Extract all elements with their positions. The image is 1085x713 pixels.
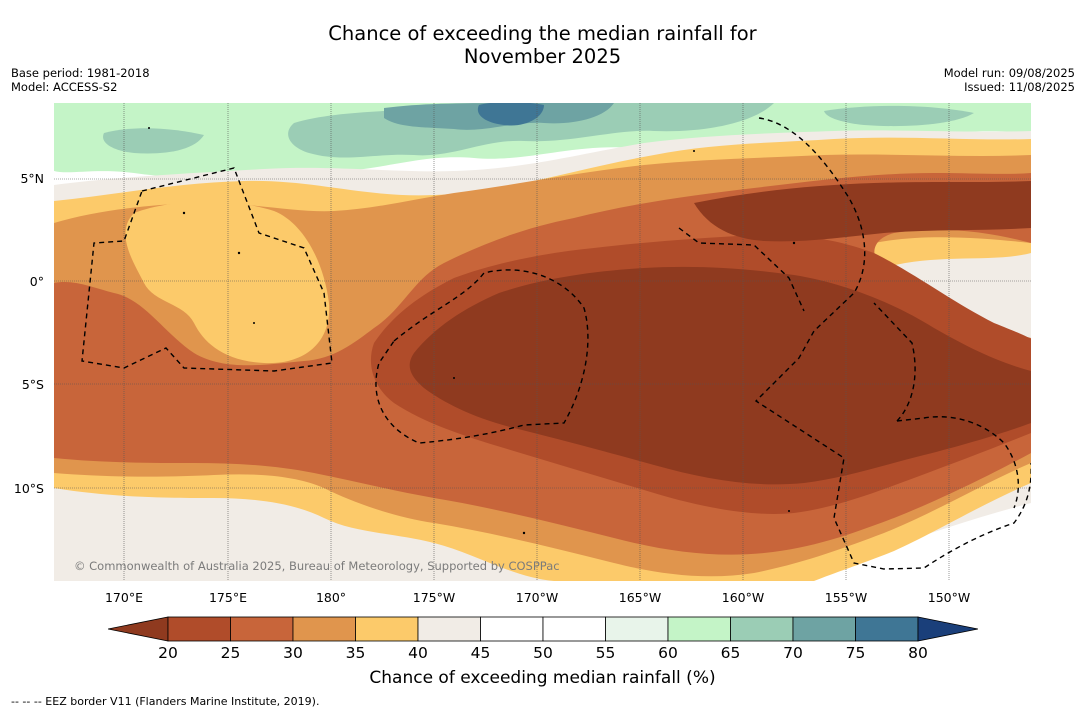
red-north-arm [694, 181, 1031, 242]
colorbar-cell [417, 616, 481, 642]
colorbar-cell [230, 616, 294, 642]
rainfall-map [54, 103, 1031, 581]
colorbar-cell [167, 616, 231, 642]
eez-borders [81, 117, 1031, 570]
lat-label-10s: 10°S [13, 481, 44, 496]
colorbar-tick-label: 80 [908, 644, 928, 662]
map-title-line1: Chance of exceeding the median rainfall … [328, 22, 757, 45]
colorbar-tick-label: 25 [220, 644, 241, 662]
model-run-text: Model run: 09/08/2025 [943, 66, 1075, 80]
colorbar-cell [855, 616, 919, 642]
colorbar-tick-label: 45 [470, 644, 491, 662]
eez-legend-note: -- -- -- EEZ border V11 (Flanders Marine… [11, 695, 320, 708]
lon-label-160w: 160°W [721, 590, 765, 605]
north-right-teal [824, 105, 974, 127]
lon-label-175w: 175°W [412, 590, 456, 605]
colorbar-tick-label: 40 [408, 644, 428, 662]
lon-label-175e: 175°E [208, 590, 247, 605]
colorbar-tick-label: 65 [720, 644, 741, 662]
lon-label-180: 180° [315, 590, 347, 605]
colorbar-extend-low [108, 616, 169, 642]
islands [148, 127, 796, 535]
eez-central [375, 269, 589, 444]
colorbar-tick-label: 50 [533, 644, 553, 662]
colorbar-cell [730, 616, 794, 642]
colorbar-tick-label: 60 [658, 644, 678, 662]
colorbar-tick-label: 70 [783, 644, 803, 662]
colorbar-cell [605, 616, 669, 642]
colorbar-cell [792, 616, 856, 642]
colorbar-tick-label: 55 [595, 644, 616, 662]
colorbar-extend-high [917, 616, 978, 642]
eez-east-upper [754, 117, 1031, 570]
colorbar-tick-label: 20 [158, 644, 178, 662]
north-left-teal [103, 128, 204, 154]
eez-right [896, 416, 1019, 509]
copyright-text: © Commonwealth of Australia 2025, Bureau… [74, 559, 560, 573]
red-deepest [409, 266, 1031, 485]
lon-label-150w: 150°W [927, 590, 971, 605]
lat-label-5n: 5°N [20, 171, 44, 186]
colorbar-tick-label: 75 [845, 644, 866, 662]
map-title-line2: November 2025 [463, 45, 622, 68]
graticule [54, 103, 1031, 581]
colorbar-cells [108, 616, 978, 642]
lat-label-0: 0° [29, 274, 44, 289]
lon-label-170e: 170°E [104, 590, 143, 605]
colorbar-cell [355, 616, 419, 642]
colorbar-cell [480, 616, 544, 642]
model-text: Model: ACCESS-S2 [11, 80, 118, 94]
lat-label-5s: 5°S [21, 377, 44, 392]
eez-west [81, 167, 333, 372]
colorbar-tick-label: 30 [283, 644, 303, 662]
colorbar-cell [292, 616, 356, 642]
meta-right: Model run: 09/08/2025 Issued: 11/08/2025 [944, 66, 1075, 94]
colorbar [108, 616, 978, 642]
colorbar-label: Chance of exceeding median rainfall (%) [369, 668, 716, 688]
base-period-text: Base period: 1981-2018 [11, 66, 150, 80]
left-yellow-patch [125, 201, 330, 364]
lon-label-165w: 165°W [618, 590, 662, 605]
colorbar-tick-label: 35 [345, 644, 366, 662]
north-blue-patch [477, 103, 544, 126]
lon-label-155w: 155°W [824, 590, 868, 605]
colorbar-cell [542, 616, 606, 642]
colorbar-cell [667, 616, 731, 642]
lon-label-170w: 170°W [515, 590, 559, 605]
issued-text: Issued: 11/08/2025 [964, 80, 1075, 94]
meta-left: Base period: 1981-2018 Model: ACCESS-S2 [11, 66, 150, 94]
